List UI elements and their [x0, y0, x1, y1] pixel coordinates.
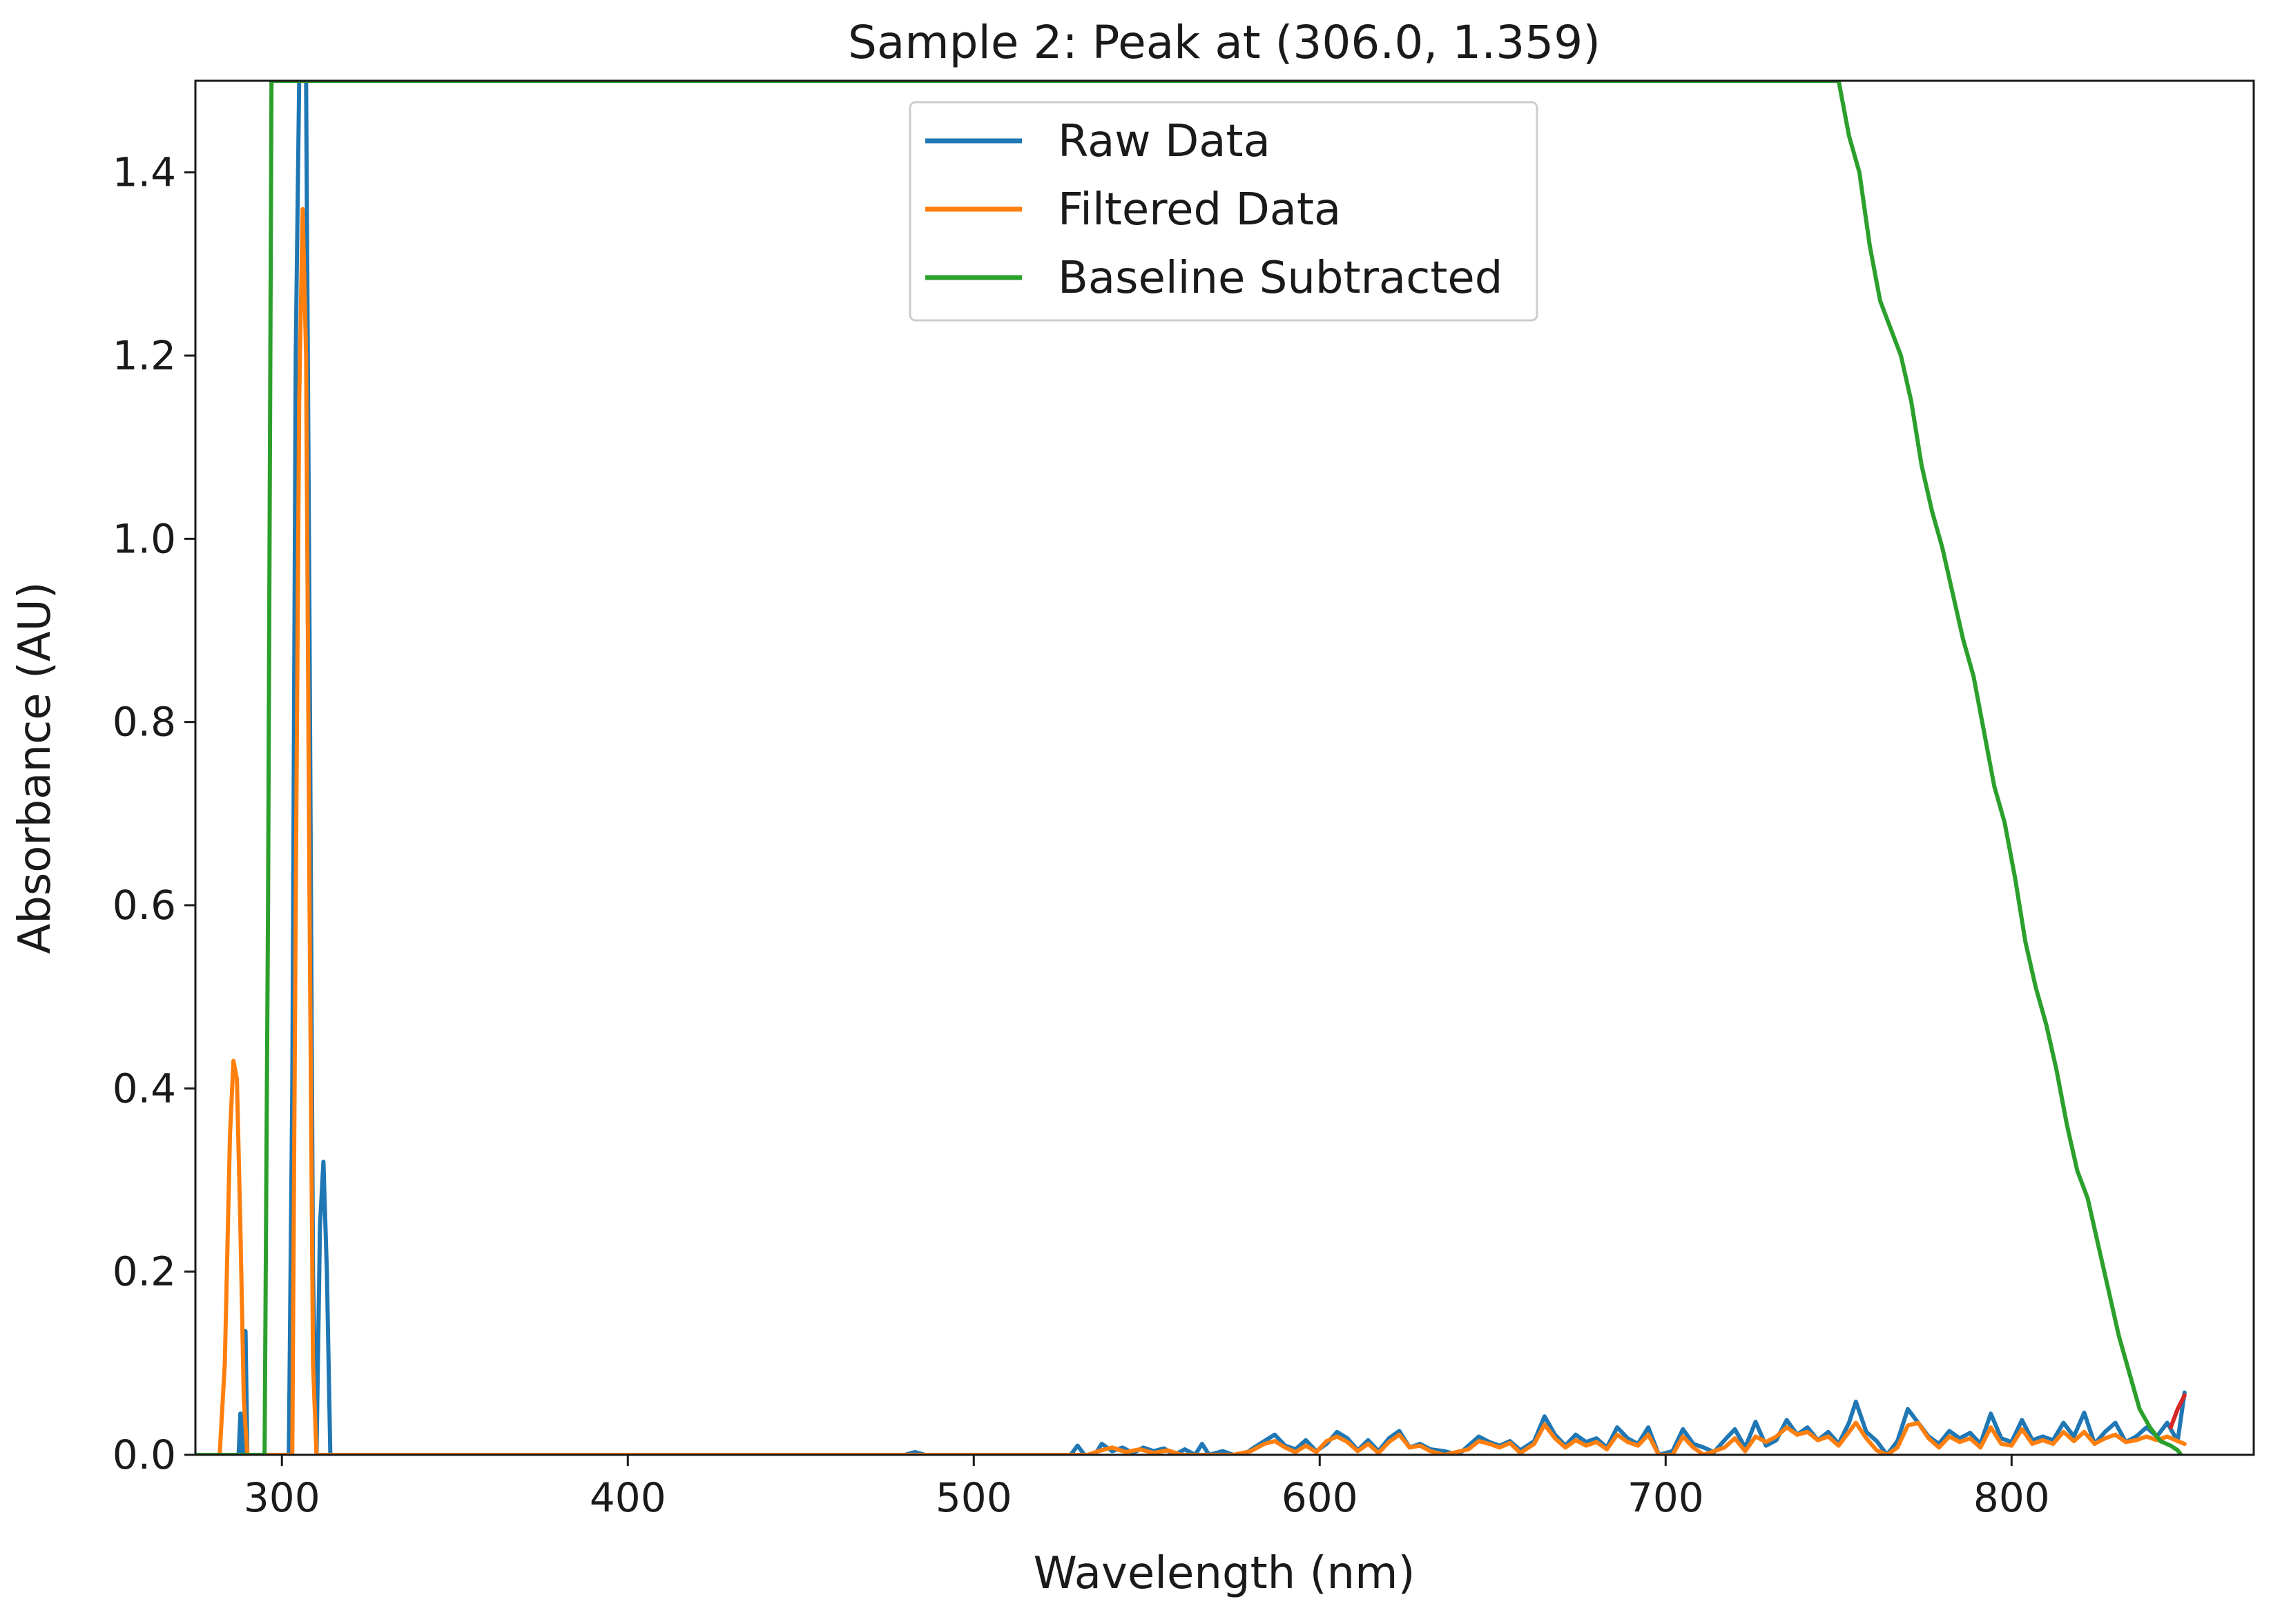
x-tick-label: 300	[244, 1474, 320, 1521]
legend: Raw Data Filtered Data Baseline Subtract…	[909, 101, 1538, 322]
x-axis: 300 400 500 600 700 800	[244, 1455, 2050, 1521]
y-tick-label: 1.4	[113, 149, 176, 196]
y-tick-label: 0.4	[113, 1065, 176, 1112]
chart-title: Sample 2: Peak at (306.0, 1.359)	[848, 16, 1601, 69]
y-tick-label: 0.8	[113, 699, 176, 746]
x-tick-label: 400	[590, 1474, 666, 1521]
x-axis-label: Wavelength (nm)	[1034, 1548, 1415, 1599]
y-tick-label: 1.2	[113, 332, 176, 379]
y-tick-label: 0.2	[113, 1248, 176, 1295]
series-line-extra-3	[2168, 1393, 2187, 1430]
y-tick-label: 1.0	[113, 515, 176, 562]
x-tick-label: 600	[1282, 1474, 1358, 1521]
x-tick-label: 500	[936, 1474, 1012, 1521]
y-axis: 0.0 0.2 0.4 0.6 0.8 1.0 1.2 1.4	[113, 149, 195, 1478]
legend-label-baseline: Baseline Subtracted	[1058, 253, 1502, 304]
series-line-filtered-data	[195, 206, 2187, 1455]
x-tick-label: 700	[1627, 1474, 1704, 1521]
x-tick-label: 800	[1973, 1474, 2050, 1521]
plot-frame	[194, 79, 2255, 1456]
legend-label-raw: Raw Data	[1058, 116, 1270, 167]
y-tick-label: 0.6	[113, 882, 176, 929]
legend-box	[909, 101, 1538, 322]
series-line-baseline-subtracted	[195, 81, 2183, 1455]
y-axis-label: Absorbance (AU)	[10, 581, 61, 954]
y-tick-label: 0.0	[113, 1431, 176, 1478]
legend-label-filtered: Filtered Data	[1058, 184, 1341, 235]
